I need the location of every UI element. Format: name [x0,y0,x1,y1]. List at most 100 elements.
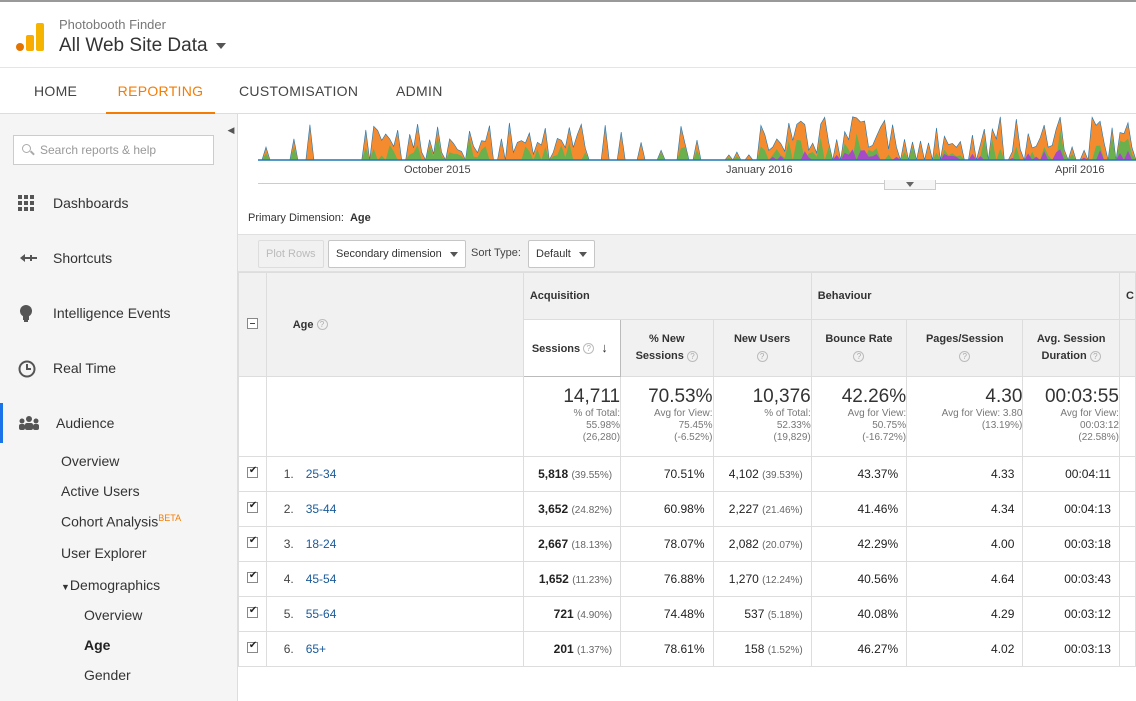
help-icon[interactable]: ? [583,343,595,355]
active-users-link[interactable]: Active Users [61,483,140,499]
sidebar-item-audience[interactable]: Audience [0,403,237,443]
row-rank: 6. [283,642,294,656]
new-sessions-cell: 78.07% [620,526,714,562]
total-note: Avg for View: [653,408,713,419]
sessions-total: 14,711% of Total: 55.98% (26,280) [522,376,622,457]
demographics-overview-link[interactable]: Overview [84,607,143,623]
row-select-cell [238,526,267,562]
sessions-percent: (1.37%) [577,645,613,656]
shortcut-arrow-icon [18,250,37,266]
analytics-logo-icon[interactable] [16,23,44,51]
demographics-age-link[interactable]: Age [84,637,111,653]
cohort-analysis-link[interactable]: Cohort AnalysisBETA [61,513,181,530]
sessions-column-header[interactable]: Sessions ? ↓ [522,319,622,377]
sidebar-item-dashboards[interactable]: Dashboards [0,183,237,223]
audience-overview-link[interactable]: Overview [61,453,120,469]
chart-collapse-toggle[interactable] [884,180,936,190]
behaviour-group-header: Behaviour [810,272,1120,320]
age-link[interactable]: 55-64 [305,607,337,621]
total-note: 52.33% [776,420,811,431]
pages-session-cell: 4.02 [906,631,1024,667]
new-users-column-header[interactable]: New Users? [712,319,812,377]
table-row: 1.25-345,818 (39.55%)70.51%4,102 (39.53%… [238,456,1136,492]
new-users-cell: 158 (1.52%) [712,631,812,667]
new-sessions-cell: 78.61% [620,631,714,667]
primary-dimension-value[interactable]: Age [349,212,371,224]
sort-type-dropdown[interactable]: Default [528,240,595,268]
bounce-rate-cell: 40.08% [810,596,908,632]
primary-dimension: Primary Dimension: Age [248,212,371,224]
chart-x-label: April 2016 [1055,164,1105,176]
age-link[interactable]: 45-54 [305,572,337,586]
select-all-checkbox[interactable] [246,317,258,329]
pages-session-column-header[interactable]: Pages/Session? [906,319,1024,377]
avg-duration-column-header[interactable]: Avg. Session Duration ? [1022,319,1120,377]
bounce-rate-cell: 46.27% [810,631,908,667]
total-value: 4.30 [985,386,1023,407]
demographics-gender-link[interactable]: Gender [84,667,131,683]
row-select-cell [238,561,267,597]
new-users-cell: 537 (5.18%) [712,596,812,632]
acquisition-group-header: Acquisition [522,272,812,320]
total-note: (-6.52%) [674,432,713,443]
sidebar-item-shortcuts[interactable]: Shortcuts [0,238,237,278]
collapse-sidebar-button[interactable]: ◀ [227,125,235,135]
age-link[interactable]: 18-24 [305,537,337,551]
help-icon[interactable]: ? [316,319,328,331]
age-column-header[interactable]: Age ? [265,272,524,377]
sessions-value: 3,652 [538,502,569,516]
duration-header-line2: Duration [1041,350,1087,362]
help-icon[interactable]: ? [959,350,971,362]
tab-reporting[interactable]: REPORTING [106,68,215,114]
conversions-cell [1118,491,1136,527]
row-checkbox[interactable] [246,465,258,478]
top-bar: Photobooth Finder All Web Site Data [0,0,1136,67]
row-checkbox[interactable] [246,605,258,618]
search-placeholder: Search reports & help [40,143,157,157]
age-link[interactable]: 35-44 [305,502,337,516]
sort-desc-arrow-icon: ↓ [601,339,608,355]
property-selector[interactable]: All Web Site Data [59,35,226,57]
help-icon[interactable]: ? [756,350,768,362]
triangle-down-icon: ▼ [61,582,70,592]
sidebar-item-real-time[interactable]: Real Time [0,348,237,388]
search-input[interactable]: Search reports & help [13,135,214,165]
new-sessions-column-header[interactable]: % New Sessions ? [620,319,714,377]
row-select-cell [238,631,267,667]
row-checkbox[interactable] [246,535,258,548]
demographics-label: Demographics [69,577,161,593]
bounce-rate-column-header[interactable]: Bounce Rate? [810,319,908,377]
table-toolbar: Plot Rows Secondary dimension Sort Type:… [238,234,1136,272]
plot-rows-button[interactable]: Plot Rows [258,240,324,268]
sessions-cell: 1,652 (11.23%) [522,561,622,597]
tab-admin[interactable]: ADMIN [396,83,443,99]
sidebar: ◀ Search reports & help Dashboards Short… [0,114,238,701]
row-select-cell [238,456,267,492]
age-cell: 5. 55-64 [265,596,524,632]
sidebar-item-intelligence-events[interactable]: Intelligence Events [0,293,237,333]
cohort-analysis-label: Cohort Analysis [61,513,159,530]
chart-x-label: October 2015 [404,164,471,176]
property-name: All Web Site Data [59,35,208,56]
tab-home[interactable]: HOME [34,83,78,99]
tab-customisation[interactable]: CUSTOMISATION [239,83,359,99]
help-icon[interactable]: ? [853,350,865,362]
help-icon[interactable]: ? [686,350,698,362]
report-main: October 2015 January 2016 April 2016 Pri… [238,114,1136,701]
secondary-dimension-dropdown[interactable]: Secondary dimension [328,240,466,268]
row-checkbox[interactable] [246,500,258,513]
help-icon[interactable]: ? [1089,350,1101,362]
total-note: % of Total: [764,408,811,419]
total-value: 70.53% [648,386,713,407]
demographics-toggle[interactable]: ▼Demographics [61,577,160,593]
user-explorer-link[interactable]: User Explorer [61,545,147,561]
sessions-cell: 721 (4.90%) [522,596,622,632]
age-link[interactable]: 65+ [305,642,327,656]
row-checkbox[interactable] [246,640,258,653]
age-link[interactable]: 25-34 [305,467,337,481]
chart-area-series [258,130,1136,160]
total-value: 42.26% [841,386,907,407]
row-checkbox[interactable] [246,570,258,583]
table-row: 6.65+201 (1.37%)78.61%158 (1.52%)46.27%4… [238,631,1136,667]
total-note: % of Total: [573,408,621,419]
